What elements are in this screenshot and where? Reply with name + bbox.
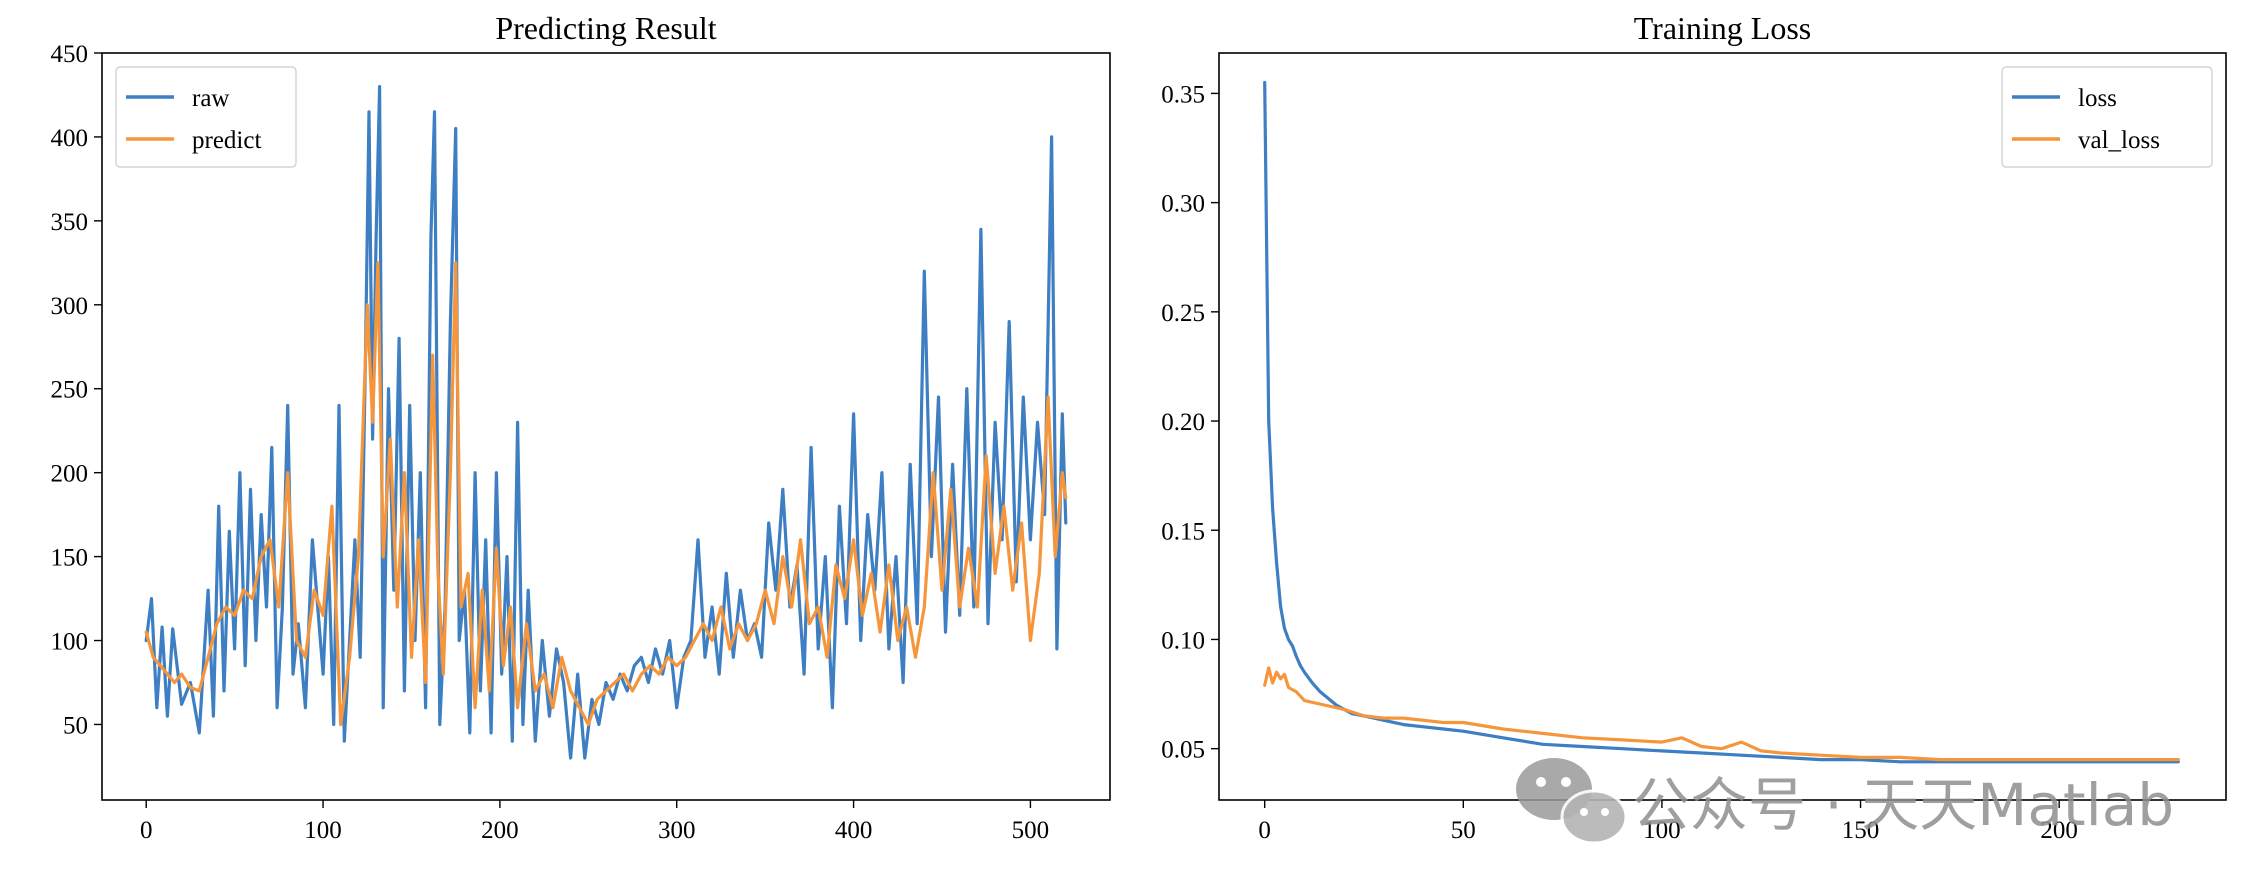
x-tick-label: 300 [658,817,696,844]
watermark: 公众号 · 天天Matlab [1516,758,2174,845]
predicting-result-panel: Predicting Result 0 100 200 300 400 500 50 100 15… [51,10,1111,844]
legend-label: val_loss [2078,127,2160,154]
training-loss-panel: Training Loss 0 50 100 150 200 0.05 0.10 0.15 0.2… [1161,10,2227,844]
y-tick-label: 50 [63,712,88,739]
chart-title: Predicting Result [495,10,716,46]
wechat-icon [1516,758,1628,845]
x-tick-label: 50 [1451,817,1476,844]
y-tick-label: 0.15 [1161,518,1205,545]
legend: loss val_loss [2001,66,2213,168]
y-tick-label: 0.05 [1161,737,1205,764]
legend-box [2001,66,2213,168]
x-tick-label: 200 [481,817,519,844]
axes-frame [101,52,1111,801]
y-tick-label: 250 [51,377,89,404]
x-tick-label: 0 [140,817,153,844]
series-line-loss [1263,80,2180,764]
x-tick-label: 200 [2040,817,2078,844]
y-tick-label: 350 [51,209,89,236]
series-group [144,85,1068,760]
y-tick-label: 100 [51,629,89,656]
x-tick-label: 400 [835,817,873,844]
series-group [1263,80,2180,764]
y-tick-label: 0.10 [1161,627,1205,654]
y-tick-label: 0.25 [1161,300,1205,327]
x-tick-label: 150 [1842,817,1880,844]
series-line-predict [144,261,1068,727]
y-tick-label: 300 [51,293,89,320]
y-tick-label: 0.35 [1161,81,1205,108]
y-tick-label: 400 [51,125,89,152]
x-tick-label: 100 [1643,817,1681,844]
legend-box [115,66,297,168]
y-tick-label: 150 [51,545,89,572]
y-tick-label: 0.30 [1161,191,1205,218]
series-line-raw [144,85,1068,760]
watermark-text: 公众号 · 天天Matlab [1632,771,2174,839]
x-tick-label: 100 [304,817,342,844]
legend-label: raw [192,85,229,112]
y-tick-label: 450 [51,41,89,68]
chart-title: Training Loss [1634,10,1812,46]
series-line-val-loss [1263,666,2180,762]
y-tick-label: 0.20 [1161,409,1205,436]
x-tick-label: 0 [1258,817,1271,844]
legend-label: loss [2078,85,2117,112]
legend-label: predict [192,127,261,154]
axes-frame [1218,52,2227,801]
y-tick-label: 200 [51,461,89,488]
x-tick-label: 500 [1012,817,1050,844]
legend: raw predict [115,66,297,168]
